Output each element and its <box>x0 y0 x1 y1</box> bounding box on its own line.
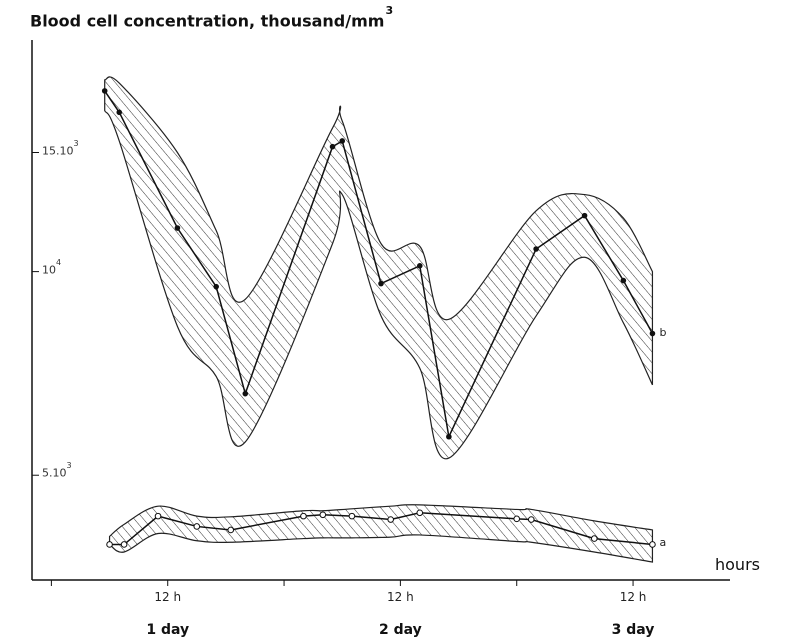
point-a-11 <box>527 516 535 523</box>
x-tick-label: 12 h <box>619 590 647 604</box>
data-points <box>101 88 656 548</box>
point-b-5 <box>329 143 336 150</box>
point-b-12 <box>620 277 627 284</box>
point-b-2 <box>174 225 181 231</box>
point-a-10 <box>513 515 521 523</box>
point-a-1 <box>120 541 128 548</box>
y-tick-label: 15.103 <box>42 138 79 158</box>
point-a-5 <box>300 512 307 520</box>
point-a-6 <box>319 511 327 519</box>
point-a-12 <box>590 535 598 542</box>
day-label: 2 day <box>378 622 422 638</box>
point-a-0 <box>106 541 113 548</box>
point-b-11 <box>581 212 588 219</box>
point-b-13 <box>649 330 656 337</box>
axis-ticks <box>32 152 634 586</box>
point-b-3 <box>213 283 219 290</box>
confidence-bands <box>104 76 654 563</box>
point-b-10 <box>533 246 539 252</box>
day-label: 3 day <box>611 622 655 638</box>
point-a-3 <box>193 523 201 530</box>
x-tick-label: 12 h <box>387 590 414 604</box>
point-a-4 <box>227 526 235 534</box>
x-tick-label: 12 h <box>154 590 182 604</box>
point-b-8 <box>416 262 423 269</box>
point-b-6 <box>339 138 346 144</box>
point-a-2 <box>154 512 162 520</box>
point-a-13 <box>649 541 656 548</box>
series-label-b: b <box>659 325 667 339</box>
point-a-8 <box>387 516 394 523</box>
series-label-a: a <box>659 536 667 550</box>
point-b-1 <box>116 109 123 116</box>
series-line-b <box>104 90 654 440</box>
point-b-0 <box>101 88 108 94</box>
point-b-4 <box>242 390 249 397</box>
band-b <box>104 76 654 460</box>
chart-title: Blood cell concentration, thousand/mm3 <box>30 4 394 31</box>
y-tick-label: 104 <box>42 257 62 277</box>
x-axis-label: hours <box>715 555 760 574</box>
point-b-9 <box>446 433 452 440</box>
point-b-7 <box>378 280 384 287</box>
day-label: 1 day <box>146 622 190 638</box>
point-a-9 <box>416 509 424 517</box>
y-tick-label: 5.103 <box>42 461 72 480</box>
band-a <box>108 504 654 563</box>
point-a-7 <box>348 512 356 520</box>
